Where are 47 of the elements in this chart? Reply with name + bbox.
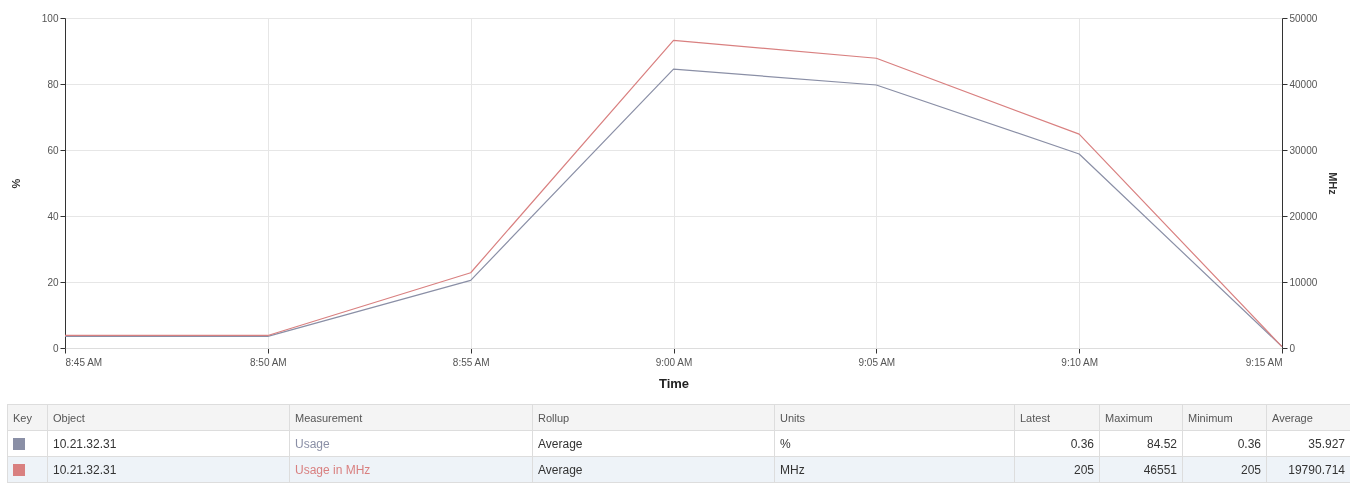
y2-axis-title: MHz — [1327, 172, 1340, 196]
y-tick-label: 40 — [47, 210, 59, 222]
y-tick-label: 20 — [47, 276, 59, 288]
y2-tick-label: 10000 — [1289, 276, 1318, 288]
text: 46551 — [1099, 456, 1183, 483]
text: Average — [532, 456, 775, 483]
text: Rollup — [532, 404, 775, 431]
y-axis-title: % — [9, 178, 22, 189]
x-tick-label: 8:55 AM — [452, 356, 490, 368]
x-axis-title: Time — [658, 375, 690, 391]
y2-tick-label: 30000 — [1289, 144, 1318, 156]
text: 205 — [1014, 456, 1100, 483]
y-tick-label: 100 — [41, 12, 59, 24]
y-tick-label: 0 — [52, 342, 59, 354]
text: 10.21.32.31 — [47, 430, 290, 457]
text: Average — [532, 430, 775, 457]
text: 0.36 — [1182, 430, 1267, 457]
x-tick-label: 9:05 AM — [858, 356, 896, 368]
text: Maximum — [1099, 404, 1183, 431]
x-tick-label: 9:00 AM — [655, 356, 693, 368]
x-tick-label: 9:10 AM — [1061, 356, 1099, 368]
text: Object — [47, 404, 290, 431]
text: 19790.714 — [1266, 456, 1350, 483]
text: 35.927 — [1266, 430, 1350, 457]
y2-tick-label: 40000 — [1289, 78, 1318, 90]
y2-tick-label: 20000 — [1289, 210, 1318, 222]
x-tick-label: 9:15 AM — [1245, 356, 1283, 368]
y-tick-label: 60 — [47, 144, 59, 156]
text: Minimum — [1182, 404, 1267, 431]
y2-tick-label: 50000 — [1289, 12, 1318, 24]
text: Usage — [289, 430, 533, 457]
text: Measurement — [289, 404, 533, 431]
text: % — [774, 430, 1015, 457]
text: MHz — [774, 456, 1015, 483]
y2-tick-label: 0 — [1289, 342, 1296, 354]
text: Latest — [1014, 404, 1100, 431]
text: Average — [1266, 404, 1350, 431]
text: 10.21.32.31 — [47, 456, 290, 483]
x-tick-label: 8:45 AM — [65, 356, 103, 368]
text: Units — [774, 404, 1015, 431]
text: 205 — [1182, 456, 1267, 483]
text: 0.36 — [1014, 430, 1100, 457]
x-tick-label: 8:50 AM — [249, 356, 287, 368]
text: 84.52 — [1099, 430, 1183, 457]
y-tick-label: 80 — [47, 78, 59, 90]
text: Usage in MHz — [289, 456, 533, 483]
text: Key — [7, 404, 48, 431]
